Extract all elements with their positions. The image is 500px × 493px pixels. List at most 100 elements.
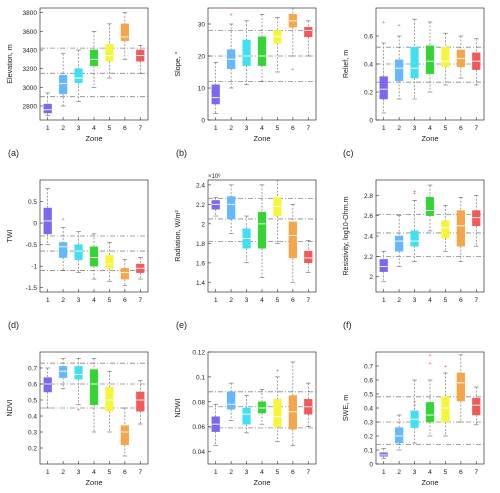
panel-label-b: (b): [176, 148, 187, 158]
y-tick-label: 3600: [23, 29, 38, 36]
chart-panel-1: 2800 3000 3200 3400 3600 3800 1 2 3 4 5 6 7 Zone Eleva…: [5, 7, 149, 143]
outlier-point: +: [382, 20, 385, 26]
box-zone-4: [89, 246, 99, 267]
outlier-point: +: [398, 23, 401, 29]
y-tick-label: 0: [33, 221, 37, 228]
box-zone-5: [105, 386, 114, 412]
chart-panel-4: -1.5 -1 -0.5 0 0.5 1 2 3 4 5 6 7 TWI +: [5, 179, 149, 304]
x-tick-label: 5: [108, 125, 112, 132]
x-tick-label: 6: [291, 469, 295, 476]
x-tick-label: 3: [245, 125, 249, 132]
y-axis-label: TWI: [5, 229, 14, 242]
y-tick-label: 0.12: [192, 350, 205, 357]
x-tick-label: 5: [444, 125, 448, 132]
y-tick-label: 0: [369, 462, 373, 469]
x-tick-label: 6: [291, 125, 295, 132]
x-tick-label: 3: [413, 469, 417, 476]
x-tick-label: 3: [77, 469, 81, 476]
x-tick-label: 2: [229, 125, 233, 132]
chart-panel-2: 0 10 20 30 1 2 3 4 5 6 7 Zone Slope, ° + +: [173, 7, 317, 143]
box-zone-5: [105, 255, 114, 269]
box-zone-1: [379, 76, 388, 100]
y-tick-label: 0: [201, 118, 205, 125]
x-tick-label: 6: [459, 125, 463, 132]
box-zone-3: [410, 230, 419, 247]
x-axis-label: Zone: [253, 134, 270, 143]
x-tick-label: 4: [428, 125, 432, 132]
y-tick-label: 0.7: [28, 366, 37, 373]
box-zone-1: [43, 377, 52, 393]
box-zone-4: [89, 369, 99, 406]
chart-panel-5: 1.4 1.6 1.8 2 2.2 2.4 1 2 3 4 5 6 7 Radiation, W/m² ×1…: [173, 173, 317, 304]
y-axis-label: Radiation, W/m²: [173, 210, 182, 262]
x-tick-label: 2: [61, 297, 65, 304]
y-tick-label: 0.06: [192, 424, 205, 431]
panel-label-c: (c): [343, 148, 354, 158]
box-zone-2: [227, 196, 236, 220]
x-tick-label: 6: [459, 469, 463, 476]
y-tick-label: 2.4: [196, 182, 205, 189]
box-zone-3: [242, 407, 251, 425]
x-tick-label: 1: [382, 469, 386, 476]
box-zone-7: [304, 250, 313, 264]
y-tick-label: 0.2: [28, 446, 37, 453]
panel-label-a: (a): [8, 148, 19, 158]
x-tick-label: 4: [92, 125, 96, 132]
x-tick-label: 6: [123, 297, 127, 304]
box-zone-4: [425, 197, 435, 216]
y-tick-label: 30: [198, 22, 206, 29]
y-tick-label: 1.6: [196, 260, 205, 267]
x-tick-label: 1: [46, 469, 50, 476]
box-zone-3: [74, 68, 83, 83]
outlier-point: +: [413, 189, 416, 195]
x-tick-label: 7: [138, 469, 142, 476]
y-tick-label: 0.5: [28, 398, 37, 405]
box-zone-3: [74, 244, 83, 260]
y-tick-label: 0.1: [196, 374, 205, 381]
x-tick-label: 5: [276, 125, 280, 132]
outlier-point: +: [230, 12, 233, 18]
x-tick-label: 3: [413, 125, 417, 132]
box-zone-2: [227, 391, 236, 410]
box-zone-3: [74, 366, 83, 380]
x-tick-label: 6: [123, 125, 127, 132]
y-tick-label: 10: [198, 86, 206, 93]
y-tick-label: 3400: [23, 48, 38, 55]
y-tick-label: 0.4: [364, 62, 373, 69]
box-zone-4: [257, 211, 267, 249]
y-tick-label: 0.6: [364, 378, 373, 385]
x-tick-label: 2: [61, 125, 65, 132]
y-axis-label: NDVI: [5, 399, 14, 416]
box-zone-7: [304, 26, 313, 38]
x-tick-label: 5: [108, 469, 112, 476]
y-tick-label: 0.4: [364, 406, 373, 413]
box-zone-6: [288, 221, 297, 259]
y-axis-label: Elevation, m: [5, 44, 14, 84]
x-tick-label: 3: [245, 469, 249, 476]
outlier-point: +: [428, 361, 431, 367]
y-tick-label: 0: [369, 118, 373, 125]
outlier-point: +: [444, 364, 447, 370]
x-tick-label: 7: [474, 297, 478, 304]
box-zone-2: [395, 235, 404, 252]
box-zone-2: [59, 366, 68, 378]
x-tick-label: 2: [397, 125, 401, 132]
x-axis-label: Zone: [421, 134, 438, 143]
x-tick-label: 6: [291, 297, 295, 304]
box-zone-7: [472, 210, 481, 227]
box-zone-3: [410, 46, 419, 79]
y-axis-label: Relief, m: [341, 50, 350, 78]
x-tick-label: 7: [306, 297, 310, 304]
x-tick-label: 2: [61, 469, 65, 476]
y-axis-label: Slope, °: [173, 51, 182, 76]
x-tick-label: 7: [306, 125, 310, 132]
y-tick-label: 2.6: [364, 213, 373, 220]
x-tick-label: 3: [245, 297, 249, 304]
outlier-point: +: [428, 353, 431, 359]
x-tick-label: 1: [46, 297, 50, 304]
x-tick-label: 5: [276, 469, 280, 476]
box-zone-4: [89, 49, 99, 67]
box-zone-2: [395, 59, 404, 82]
x-axis-label: Zone: [85, 478, 102, 487]
y-tick-label: 0.2: [364, 90, 373, 97]
